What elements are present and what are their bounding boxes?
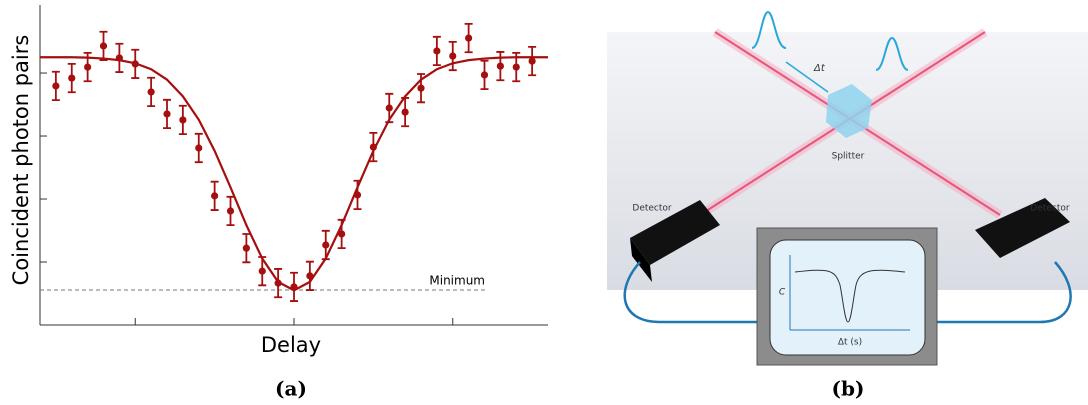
data-point — [481, 71, 488, 78]
data-point — [148, 88, 155, 95]
data-point — [243, 245, 250, 252]
data-point — [497, 63, 504, 70]
data-point — [306, 272, 313, 279]
detector-label: Detector — [1030, 204, 1070, 214]
y-axis-label: Coincident photon pairs — [9, 35, 33, 286]
x-axis-label: Delay — [261, 333, 321, 357]
data-point — [259, 268, 266, 275]
minimum-label: Minimum — [429, 274, 485, 288]
data-point — [417, 85, 424, 92]
data-point — [179, 116, 186, 123]
data-point — [68, 74, 75, 81]
delta-t-label: Δt — [813, 63, 826, 74]
caption: (a) — [275, 377, 307, 401]
data-point — [402, 108, 409, 115]
data-point — [163, 110, 170, 117]
detector-label: Detector — [632, 204, 672, 214]
data-point — [529, 57, 536, 64]
caption: (b) — [832, 377, 865, 401]
data-point — [275, 280, 282, 287]
diagram: Δt Splitter Detector Detector C Δt (s) — [607, 12, 1088, 365]
data-point — [386, 104, 393, 111]
data-point — [132, 60, 139, 67]
fit-line — [40, 57, 548, 290]
inset-x-label: Δt (s) — [838, 338, 862, 348]
splitter-label: Splitter — [832, 152, 865, 162]
data-point — [116, 54, 123, 61]
data-point — [354, 191, 361, 198]
data-point — [227, 207, 234, 214]
data-point — [370, 143, 377, 150]
data-point — [322, 241, 329, 248]
inset-y-label: C — [779, 288, 786, 298]
figure: Δt Splitter Detector Detector C Δt (s) (… — [0, 0, 1088, 405]
data-point — [100, 42, 107, 49]
data-point — [290, 283, 297, 290]
data-point — [449, 52, 456, 59]
data-point — [211, 192, 218, 199]
data-point — [52, 82, 59, 89]
data-point — [84, 63, 91, 70]
data-point — [433, 47, 440, 54]
data-point — [338, 230, 345, 237]
data-point — [465, 34, 472, 41]
data-point — [195, 144, 202, 151]
data-point — [513, 63, 520, 70]
